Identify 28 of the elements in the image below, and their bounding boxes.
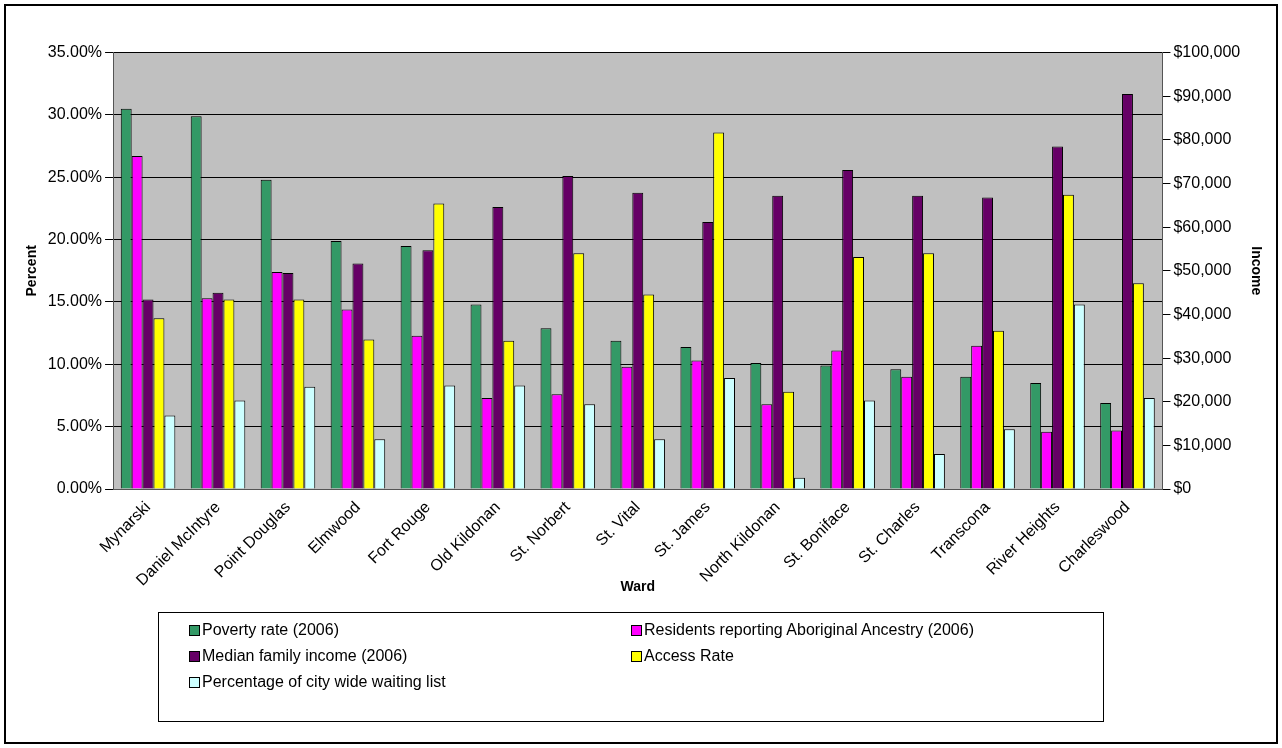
y2-tick-label: $40,000 — [1173, 304, 1232, 322]
y-tick-label: 20.00% — [47, 230, 103, 248]
y2-tick-label: $50,000 — [1173, 261, 1232, 279]
y2-tick-label: $30,000 — [1173, 348, 1232, 366]
y2-tick-label: $70,000 — [1173, 173, 1232, 191]
y2-tick-label: $0 — [1173, 479, 1192, 497]
y2-axis-title: Income — [1248, 246, 1265, 296]
y2-tick-label: $10,000 — [1173, 435, 1232, 453]
y2-tick-label: $100,000 — [1173, 43, 1241, 61]
x-tick-label: St. Vital — [592, 498, 643, 549]
y-tick-label: 25.00% — [47, 167, 103, 185]
legend-label: Percentage of city wide waiting list — [202, 673, 446, 691]
y-tick-label: 10.00% — [47, 354, 103, 372]
legend-label: Poverty rate (2006) — [202, 621, 339, 639]
y-tick-label: 35.00% — [47, 43, 103, 61]
legend-label: Residents reporting Aboriginal Ancestry (2006) — [644, 621, 974, 639]
y-tick-label: 15.00% — [47, 292, 103, 310]
x-axis-title: Ward — [620, 578, 656, 595]
legend-label: Median family income (2006) — [202, 647, 408, 665]
y-axis-title: Percent — [23, 244, 40, 297]
y-tick-label: 0.00% — [56, 479, 103, 497]
y-tick-label: 5.00% — [56, 417, 103, 435]
y2-tick-label: $20,000 — [1173, 392, 1232, 410]
y2-tick-label: $60,000 — [1173, 217, 1232, 235]
y2-tick-label: $90,000 — [1173, 86, 1232, 104]
y2-tick-label: $80,000 — [1173, 130, 1232, 148]
legend-label: Access Rate — [644, 647, 734, 665]
y-tick-label: 30.00% — [47, 105, 103, 123]
